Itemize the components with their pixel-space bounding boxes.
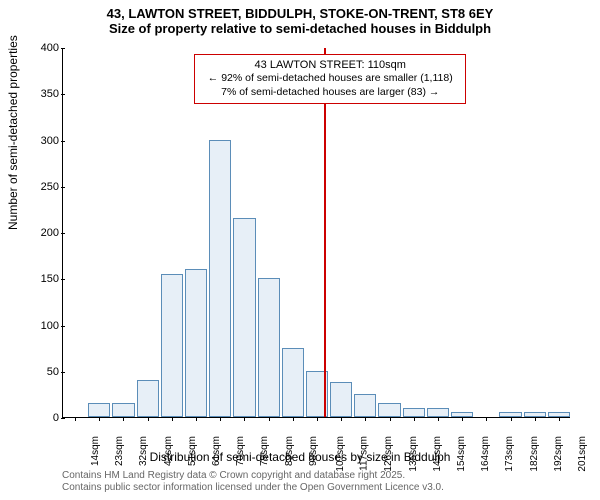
histogram-bar	[258, 278, 280, 417]
histogram-bar	[548, 412, 570, 417]
y-tick: 100	[23, 320, 59, 332]
chart-plot-area: 05010015020025030035040014sqm23sqm32sqm4…	[62, 48, 570, 418]
histogram-bar	[499, 412, 521, 417]
histogram-bar	[88, 403, 110, 417]
y-tick: 50	[23, 366, 59, 378]
y-axis-label: Number of semi-detached properties	[6, 35, 20, 230]
histogram-bar	[209, 140, 231, 418]
callout-line3: 7% of semi-detached houses are larger (8…	[201, 86, 459, 100]
y-tick: 400	[23, 42, 59, 54]
chart-title-line1: 43, LAWTON STREET, BIDDULPH, STOKE-ON-TR…	[0, 6, 600, 21]
histogram-bar	[137, 380, 159, 417]
footer-line1: Contains HM Land Registry data © Crown c…	[62, 470, 444, 482]
chart-footer: Contains HM Land Registry data © Crown c…	[62, 470, 444, 494]
y-tick: 150	[23, 273, 59, 285]
chart-title-line2: Size of property relative to semi-detach…	[0, 21, 600, 36]
histogram-bar	[354, 394, 376, 417]
histogram-bar	[112, 403, 134, 417]
histogram-bar	[524, 412, 546, 417]
histogram-bar	[330, 382, 352, 417]
histogram-bar	[403, 408, 425, 417]
y-tick: 200	[23, 227, 59, 239]
histogram-bar	[161, 274, 183, 417]
histogram-bar	[427, 408, 449, 417]
histogram-bar	[282, 348, 304, 417]
histogram-bar	[233, 218, 255, 417]
y-tick: 0	[23, 412, 59, 424]
callout-line2: ← 92% of semi-detached houses are smalle…	[201, 72, 459, 86]
callout-title: 43 LAWTON STREET: 110sqm	[201, 58, 459, 72]
histogram-bar	[378, 403, 400, 417]
y-tick: 300	[23, 135, 59, 147]
x-axis-label: Distribution of semi-detached houses by …	[0, 450, 600, 464]
y-tick: 250	[23, 181, 59, 193]
callout-box: 43 LAWTON STREET: 110sqm← 92% of semi-de…	[194, 54, 466, 104]
histogram-bar	[185, 269, 207, 417]
footer-line2: Contains public sector information licen…	[62, 482, 444, 494]
histogram-bar	[451, 412, 473, 417]
y-tick: 350	[23, 88, 59, 100]
